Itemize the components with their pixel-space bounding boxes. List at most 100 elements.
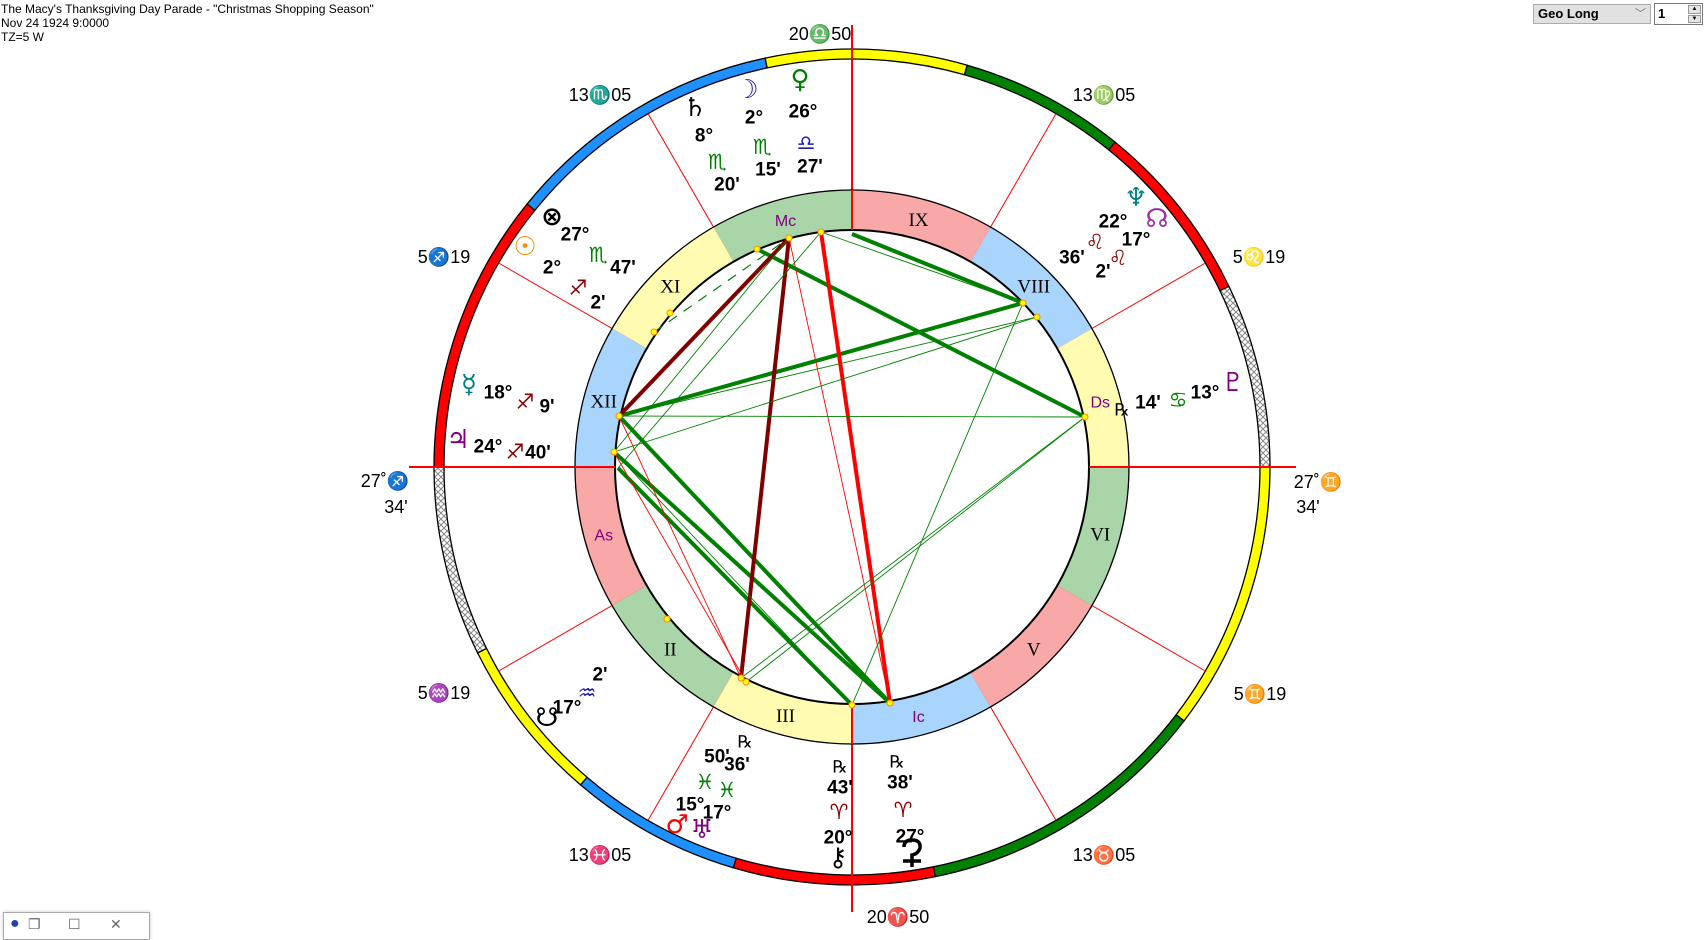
value-spinner[interactable]: 1 ▲ ▼ bbox=[1654, 3, 1703, 25]
aspect-line bbox=[739, 237, 791, 679]
planet-point bbox=[737, 674, 745, 682]
neptune-icon: ♆ bbox=[1124, 183, 1147, 213]
moon-icon: ☽ bbox=[735, 75, 758, 105]
aspect-line bbox=[851, 302, 1024, 706]
aspect-line bbox=[740, 416, 1086, 679]
aspect-line bbox=[618, 301, 1024, 418]
chart-timezone: TZ=5 W bbox=[1, 30, 45, 44]
house-label-6: VI bbox=[1090, 525, 1110, 546]
cusp-label-c11: 13♏05 bbox=[569, 84, 631, 105]
planet-north-node[interactable]: ☊17°♌2' bbox=[1095, 204, 1168, 283]
house-sector-10 bbox=[713, 190, 852, 262]
planet-saturn[interactable]: ♄ 8° ♏20' bbox=[683, 93, 739, 196]
planet-minutes: 9' bbox=[539, 397, 554, 418]
planet-point bbox=[1033, 313, 1041, 321]
planet-neptune[interactable]: ♆22°♌36' bbox=[1059, 183, 1147, 269]
mercury-icon: ☿ bbox=[461, 370, 477, 400]
cusp-label-c6: 5♊19 bbox=[1234, 683, 1286, 704]
planet-degree: 24° bbox=[474, 437, 503, 458]
planet-mercury[interactable]: ☿ 18° ♐ 9' bbox=[461, 370, 555, 418]
planet-minutes: 2' bbox=[592, 665, 607, 686]
planet-point bbox=[753, 245, 761, 253]
planet-degree: 2° bbox=[745, 108, 763, 129]
retrograde-icon: ℞ bbox=[1114, 401, 1129, 420]
house-sector-6 bbox=[1057, 467, 1129, 606]
zodiac-sign-icon: ♏ bbox=[753, 135, 772, 159]
planet-degree: 2° bbox=[543, 258, 561, 279]
planet-south-node[interactable]: ☋17°♒2' bbox=[535, 665, 607, 734]
planet-minutes: 2' bbox=[1095, 262, 1110, 283]
planet-points bbox=[610, 228, 1089, 709]
aspect-line bbox=[653, 237, 790, 333]
cusp-label-c2: 5♒19 bbox=[418, 682, 470, 703]
maximize-button[interactable]: ☐ bbox=[68, 916, 81, 932]
planet-minutes: 40' bbox=[525, 443, 551, 464]
planet-point bbox=[663, 615, 671, 623]
aspect-line bbox=[613, 451, 747, 683]
planet-point bbox=[610, 448, 618, 456]
planet-pluto[interactable]: ♇13°♋ 14' ℞ bbox=[1114, 368, 1244, 420]
aspect-line bbox=[819, 231, 892, 704]
coordinate-select[interactable]: Geo Long ﹀ bbox=[1533, 4, 1651, 24]
house-sector-4 bbox=[852, 672, 991, 744]
restore-button[interactable]: ❐ bbox=[28, 916, 41, 932]
planet-degree: 17° bbox=[553, 698, 582, 719]
planet-eris[interactable]: 27° ♈ 38'℞ bbox=[887, 753, 924, 868]
band-segment-earth bbox=[932, 713, 1185, 878]
planet-chiron[interactable]: ⚷20° ♈43'℞ bbox=[824, 758, 853, 874]
spinner-up-button[interactable]: ▲ bbox=[1688, 5, 1701, 14]
spinner-down-button[interactable]: ▼ bbox=[1688, 14, 1701, 23]
zodiac-sign-icon: ♒ bbox=[578, 681, 597, 705]
planet-degree: 17° bbox=[703, 803, 732, 824]
planet-point bbox=[666, 309, 674, 317]
aspect-line bbox=[616, 466, 854, 707]
pluto-icon: ♇ bbox=[1221, 368, 1244, 398]
aspect-line bbox=[618, 415, 742, 679]
planet-point bbox=[886, 699, 894, 707]
planet-mars[interactable]: ♂15°♓50' bbox=[665, 747, 729, 841]
venus-icon: ♀ bbox=[790, 65, 809, 95]
cusp-label-desc-deg: 27˚♊ bbox=[1294, 471, 1342, 492]
house-label-7: Ds bbox=[1090, 394, 1110, 411]
planet-degree: 18° bbox=[484, 383, 513, 404]
retrograde-icon: ℞ bbox=[832, 758, 847, 777]
planet-minutes: 15' bbox=[755, 160, 781, 181]
planet-degree: 22° bbox=[1099, 212, 1128, 233]
planet-degree: 27° bbox=[561, 225, 590, 246]
planet-jupiter[interactable]: ♃ 24° ♐ 40' bbox=[446, 425, 550, 464]
jupiter-icon: ♃ bbox=[446, 425, 469, 455]
spinner-value: 1 bbox=[1658, 6, 1666, 21]
planet-minutes: 27' bbox=[797, 157, 823, 178]
cusp-label-desc-min: 34' bbox=[1296, 497, 1319, 517]
house-sector-9 bbox=[852, 190, 991, 262]
zodiac-sign-icon: ♐ bbox=[569, 276, 588, 300]
aspect-line bbox=[788, 237, 891, 704]
close-button[interactable]: ✕ bbox=[110, 916, 122, 932]
chevron-down-icon: ﹀ bbox=[1635, 8, 1646, 20]
planet-point bbox=[615, 412, 623, 420]
planet-minutes: 2' bbox=[590, 293, 605, 314]
part-of-fortune-icon: ⊗ bbox=[541, 202, 563, 232]
zodiac-sign-icon: ♌ bbox=[1109, 246, 1128, 270]
planet-labels: ♄8°♏20'☽2°♏15'♀26°♎27'⊗27°♏47'☉2°♐2'♆22°… bbox=[446, 65, 1244, 873]
planet-venus[interactable]: ♀ 26° ♎27' bbox=[789, 65, 823, 178]
planet-point bbox=[742, 678, 750, 686]
cusp-labels: 20♎50 13♏05 13♍05 5♐19 5♌19 27˚♐ 34' 27˚♊ 34' 5♒1… bbox=[361, 23, 1342, 927]
house-sector-11 bbox=[612, 227, 734, 349]
zodiac-sign-icon: ♏ bbox=[589, 243, 608, 267]
planet-point bbox=[817, 228, 825, 236]
zodiac-sign-icon: ♋ bbox=[1169, 388, 1188, 412]
house-sector-7 bbox=[1057, 328, 1129, 467]
cusp-label-asc-min: 34' bbox=[384, 497, 407, 517]
planet-sun[interactable]: ☉ 2° ♐2' bbox=[513, 232, 605, 314]
planet-point bbox=[650, 328, 658, 336]
zodiac-sign-icon: ♐ bbox=[506, 440, 525, 464]
planet-moon[interactable]: ☽ 2° ♏15' bbox=[735, 75, 780, 181]
house-sector-8 bbox=[970, 227, 1092, 349]
chart-title: The Macy's Thanksgiving Day Parade - "Ch… bbox=[1, 2, 374, 16]
house-label-5: V bbox=[1027, 640, 1041, 661]
planet-degree: 27° bbox=[896, 827, 925, 848]
cusp-label-c12: 5♐19 bbox=[418, 246, 470, 267]
planet-part-of-fortune[interactable]: ⊗27°♏47' bbox=[541, 202, 636, 279]
planet-uranus[interactable]: ♅17°♓36'℞ bbox=[690, 733, 752, 846]
